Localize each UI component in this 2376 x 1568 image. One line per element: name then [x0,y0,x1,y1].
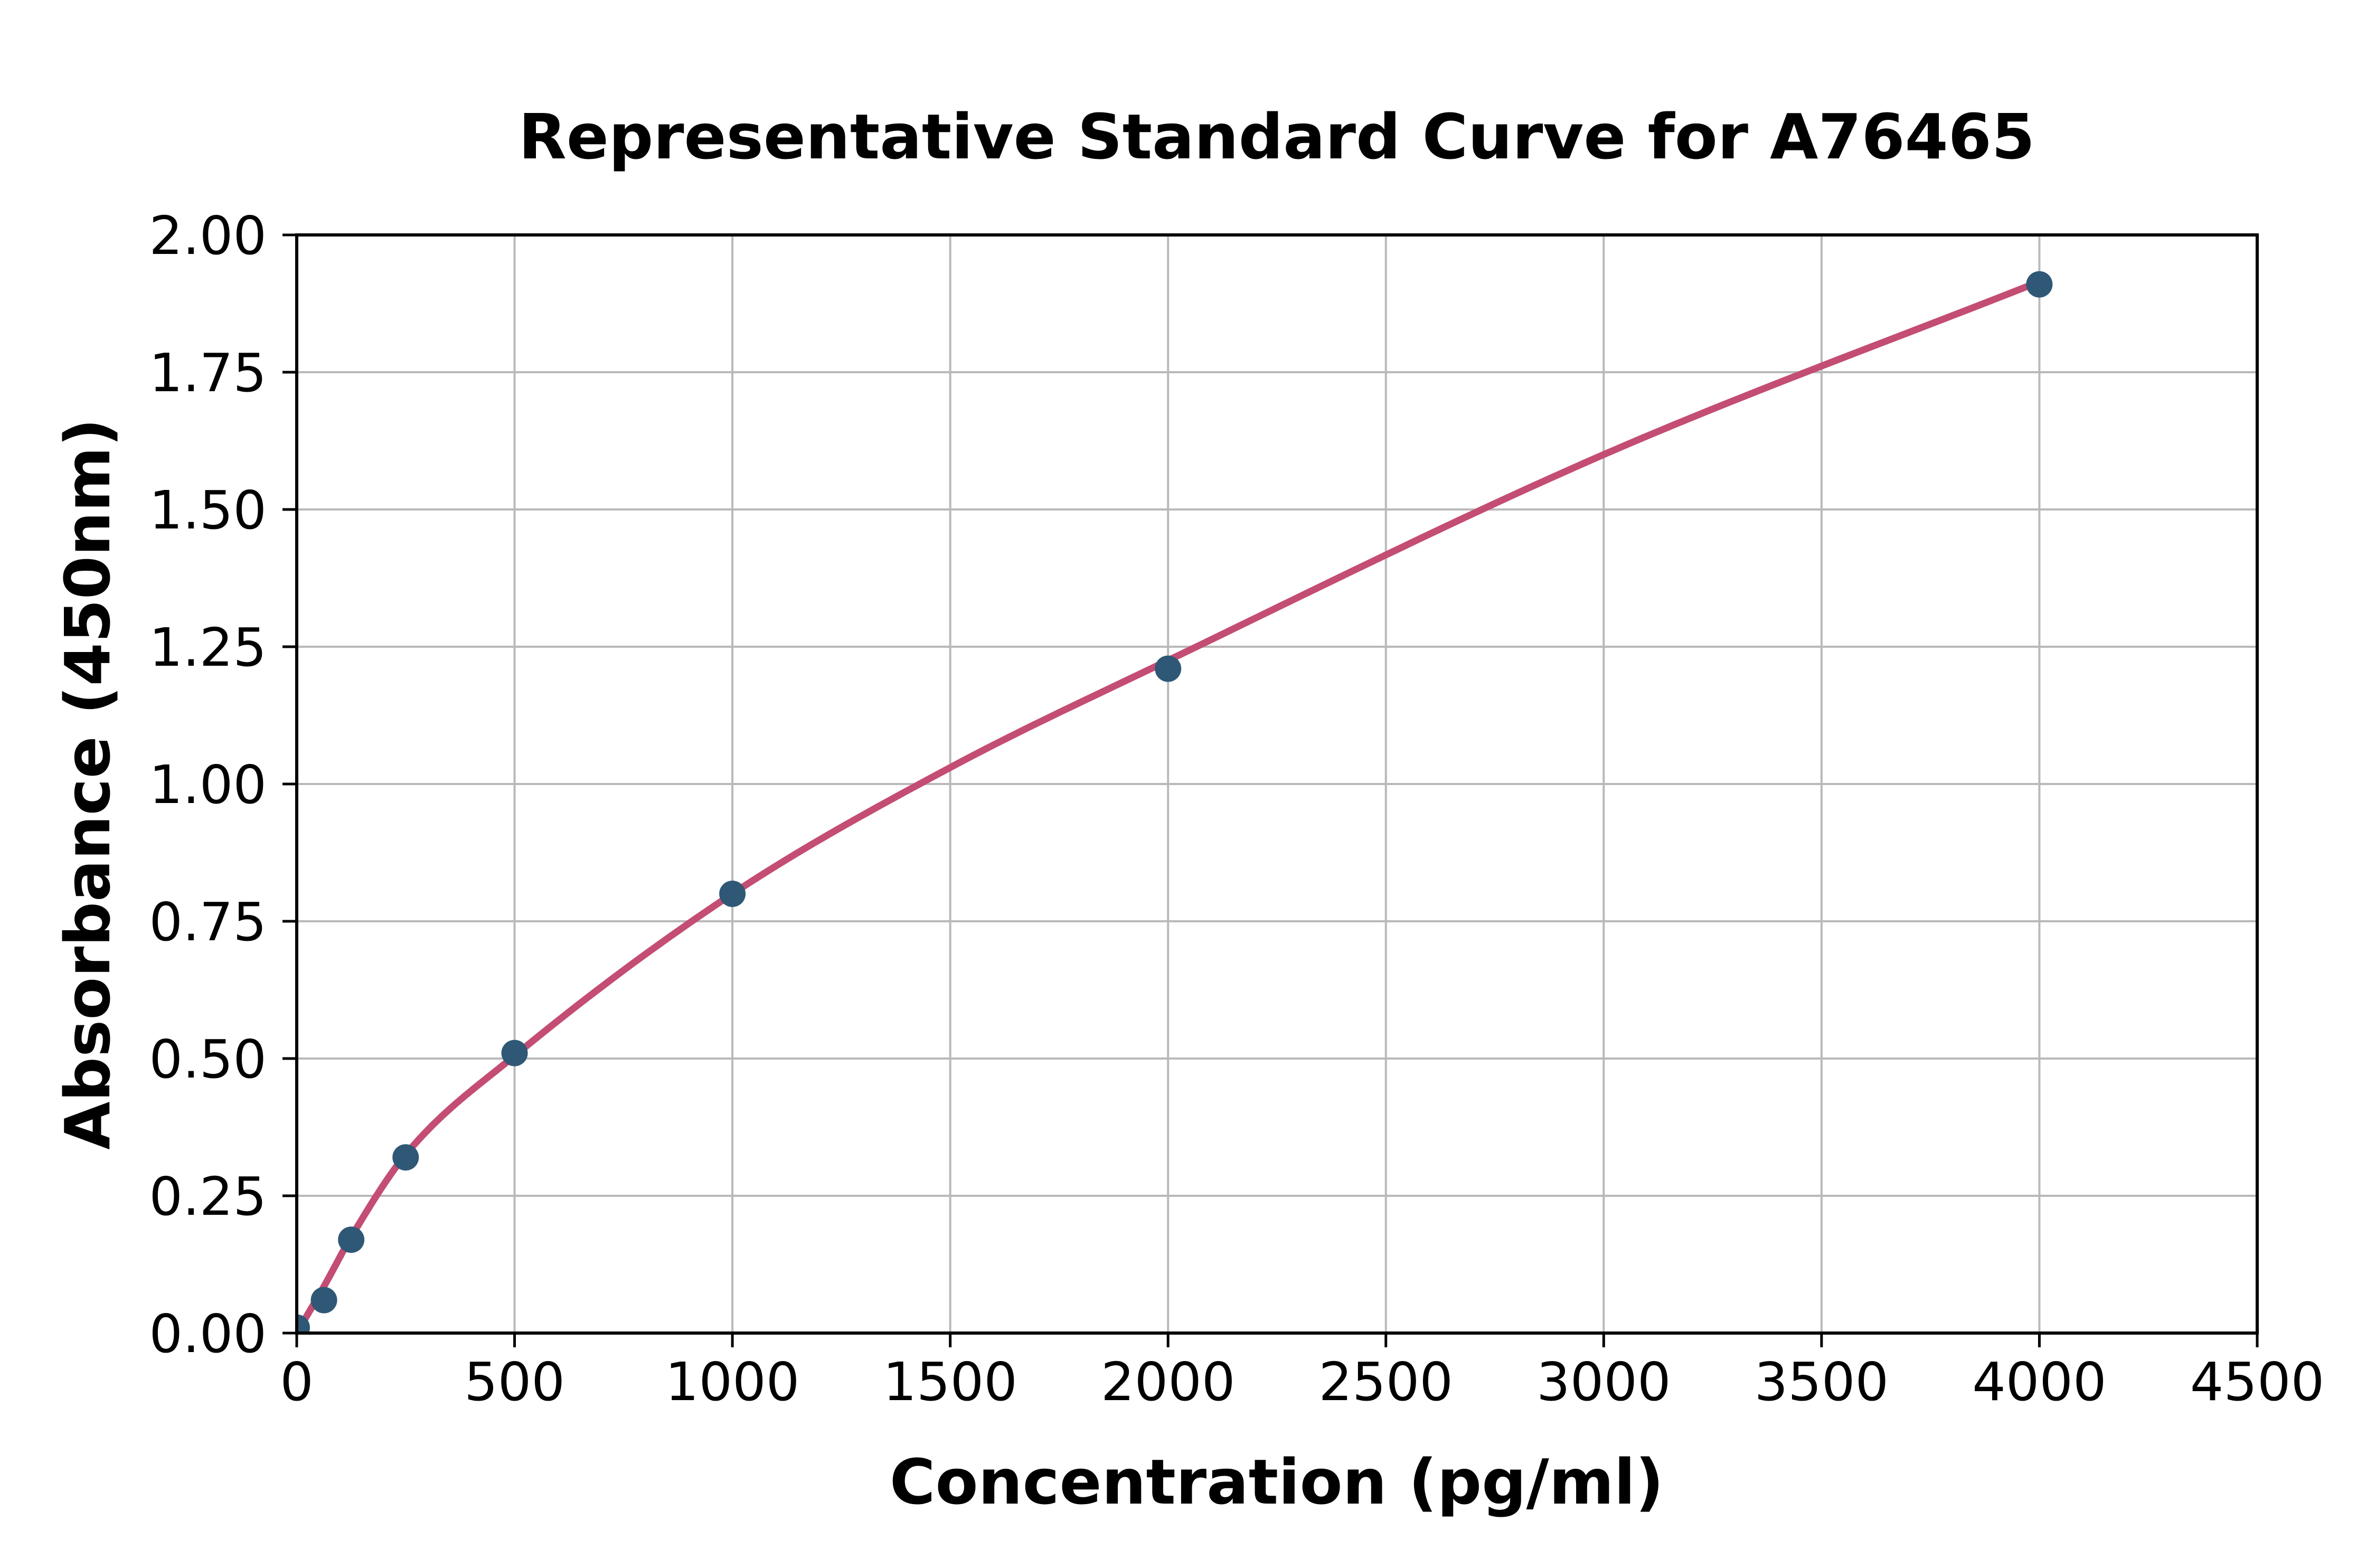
data-point [392,1144,419,1171]
data-point [338,1226,365,1253]
y-tick-label: 2.00 [149,205,267,267]
y-tick-label: 0.50 [149,1028,267,1090]
chart-title: Representative Standard Curve for A76465 [518,100,2035,173]
data-point [1155,655,1182,682]
y-tick-label: 0.25 [149,1166,267,1227]
data-point [310,1287,337,1314]
x-tick-label: 1500 [883,1351,1017,1413]
data-point [2026,271,2053,298]
y-axis-label: Absorbance (450nm) [51,418,124,1150]
x-tick-label: 3500 [1755,1351,1889,1413]
axis-ticks [282,233,2259,1347]
x-tick-label: 4000 [1972,1351,2107,1413]
data-point [501,1040,528,1066]
y-tick-labels: 0.00 0.25 0.50 0.75 1.00 1.25 1.50 1.75 2.00 [149,205,267,1365]
data-points [297,271,2053,1333]
x-tick-label: 0 [280,1351,314,1413]
x-tick-label: 500 [464,1351,565,1413]
data-point [297,1314,310,1333]
x-tick-label: 2500 [1319,1351,1454,1413]
x-tick-label: 1000 [665,1351,800,1413]
x-tick-label: 2000 [1101,1351,1236,1413]
plot-border [295,233,2259,1335]
y-tick-label: 1.25 [149,617,267,678]
data-layer [297,271,2053,1333]
y-tick-label: 1.50 [149,479,267,541]
y-tick-label: 1.75 [149,342,267,404]
x-tick-label: 4500 [2190,1351,2325,1413]
y-tick-label: 1.00 [149,754,267,816]
data-point [719,881,746,907]
fit-curve-line [297,278,2043,1333]
x-axis-label: Concentration (pg/ml) [890,1446,1664,1518]
x-tick-labels: 0 500 1000 1500 2000 2500 3000 3500 4000 4500 [280,1351,2324,1413]
y-tick-label: 0.75 [149,891,267,953]
y-tick-label: 0.00 [149,1303,267,1365]
x-tick-label: 3000 [1536,1351,1671,1413]
